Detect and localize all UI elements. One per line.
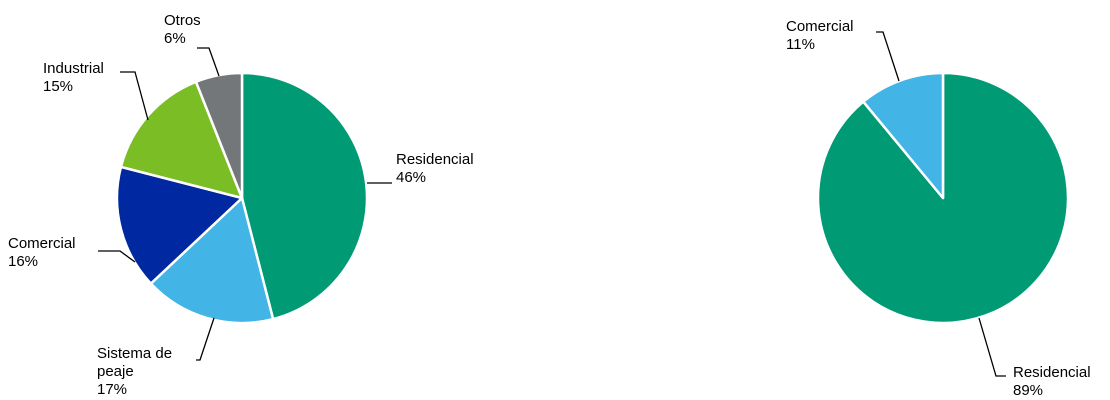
slice-value: 17%: [97, 381, 127, 398]
slice-name: Otros: [164, 12, 201, 29]
pie-slice-industrial: [119, 80, 244, 200]
slice-value: 15%: [43, 78, 73, 95]
slice-label-comercial: Comercial 16%: [8, 235, 76, 270]
slice-label-industrial: Industrial 15%: [43, 60, 104, 95]
pie-chart-consumo-sector: Residencial 46% Sistema de peaje 17% Comercia…: [8, 12, 474, 398]
leader-line-comercial: [876, 31, 900, 82]
leader-line-residencial: [978, 317, 1006, 377]
slice-label-comercial: Comercial 11%: [786, 18, 854, 53]
slice-value: 6%: [164, 30, 186, 47]
pie-slice-comercial: [115, 165, 244, 285]
slice-name: Residencial: [396, 151, 474, 168]
slice-name: Comercial: [8, 235, 76, 252]
slice-value: 11%: [786, 36, 815, 53]
leader-line-otros: [197, 47, 220, 77]
slice-name: Industrial: [43, 60, 104, 77]
leader-line-sistema-de-peaje: [196, 317, 215, 361]
pie-slice-comercial: [862, 71, 945, 200]
slice-value: 46%: [396, 169, 426, 186]
slice-name: Residencial: [1013, 364, 1091, 381]
slice-label-residencial: Residencial 46%: [396, 151, 474, 186]
slice-name: Comercial: [786, 18, 854, 35]
slice-label-otros: Otros 6%: [164, 12, 201, 47]
slice-label-sistema-de-peaje: Sistema de peaje 17%: [97, 345, 172, 398]
slice-value: 89%: [1013, 382, 1043, 399]
slice-name: Sistema de: [97, 345, 172, 362]
pie-chart-clientes-sector: Residencial 89% Comercial 11%: [786, 18, 1091, 399]
slice-value: 16%: [8, 253, 38, 270]
leader-line-industrial: [120, 71, 149, 121]
pie-slice-sistema-de-peaje: [149, 196, 275, 325]
slice-label-residencial: Residencial 89%: [1013, 364, 1091, 399]
slice-name: peaje: [97, 363, 134, 380]
leader-line-comercial: [98, 250, 136, 263]
pie-slice-residencial: [240, 71, 369, 321]
